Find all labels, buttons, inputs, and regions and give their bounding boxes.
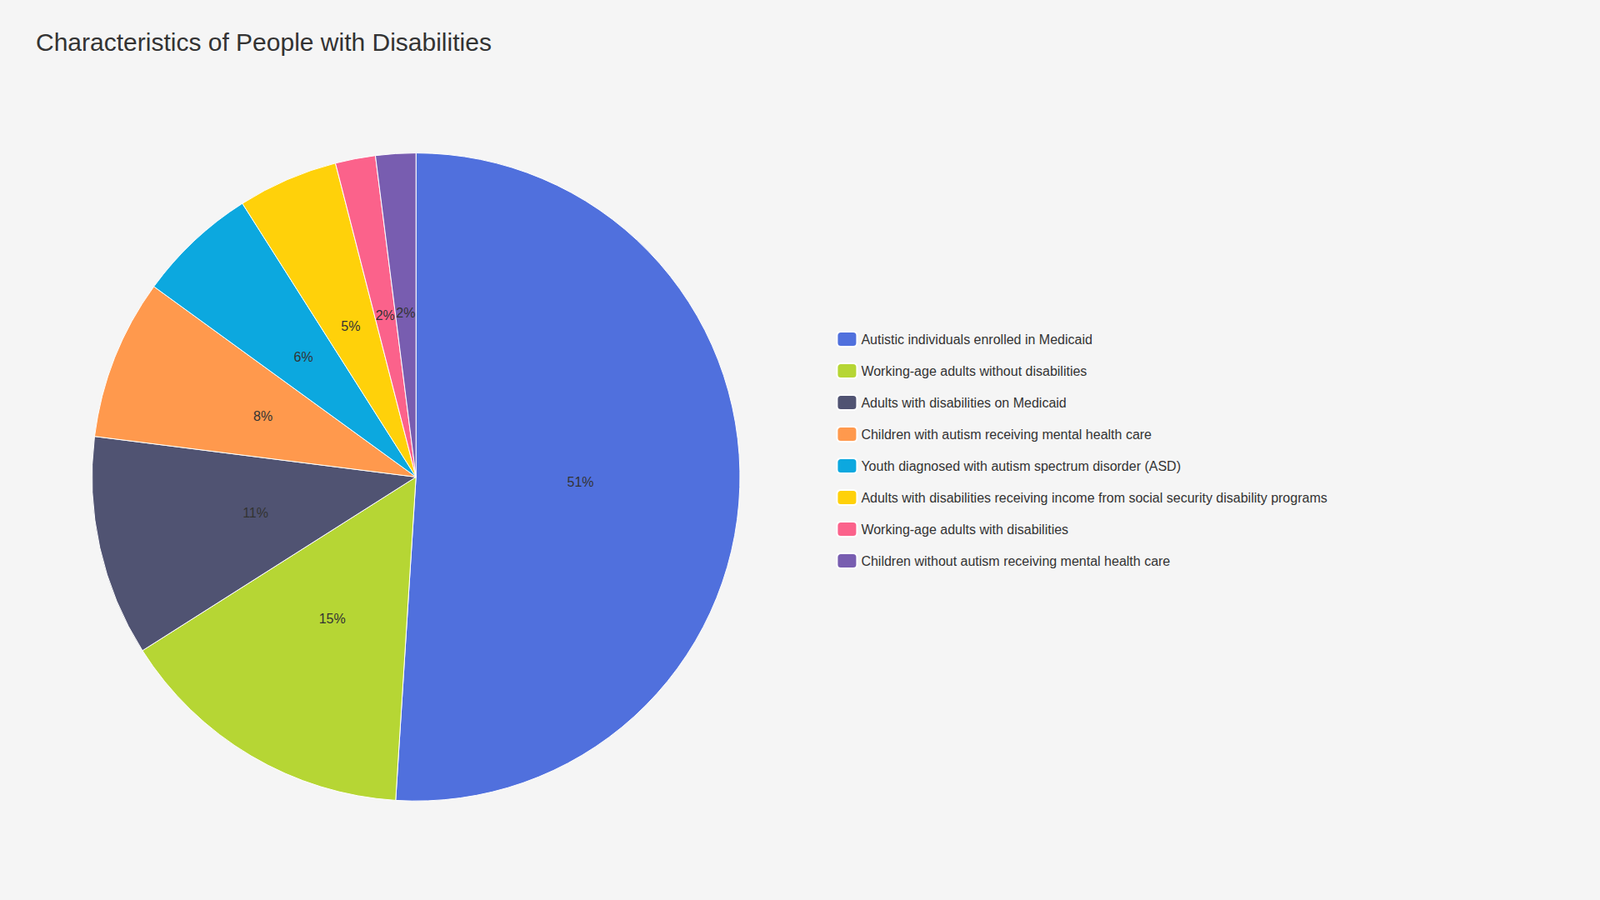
svg-text:Children without autism receiv: Children without autism receiving mental… [860,554,1170,569]
svg-text:15%: 15% [319,611,346,626]
svg-text:2%: 2% [375,308,395,323]
svg-text:8%: 8% [253,409,273,424]
svg-text:11%: 11% [242,505,269,520]
svg-text:Youth diagnosed with autism sp: Youth diagnosed with autism spectrum dis… [860,459,1181,474]
svg-text:2%: 2% [395,305,415,320]
svg-text:Adults with disabilities recei: Adults with disabilities receiving incom… [860,490,1327,505]
svg-text:5%: 5% [340,319,360,334]
svg-text:Working-age adults with disabi: Working-age adults with disabilities [860,522,1069,537]
svg-text:Working-age adults without dis: Working-age adults without disabilities [860,364,1087,379]
svg-text:Autistic individuals enrolled: Autistic individuals enrolled in Medicai… [860,332,1092,347]
svg-text:Characteristics of People with: Characteristics of People with Disabilit… [35,28,492,56]
svg-text:Children with autism receiving: Children with autism receiving mental he… [860,427,1152,442]
svg-text:51%: 51% [566,475,594,490]
svg-text:Adults with disabilities on Me: Adults with disabilities on Medicaid [860,395,1066,410]
svg-text:6%: 6% [294,350,314,365]
